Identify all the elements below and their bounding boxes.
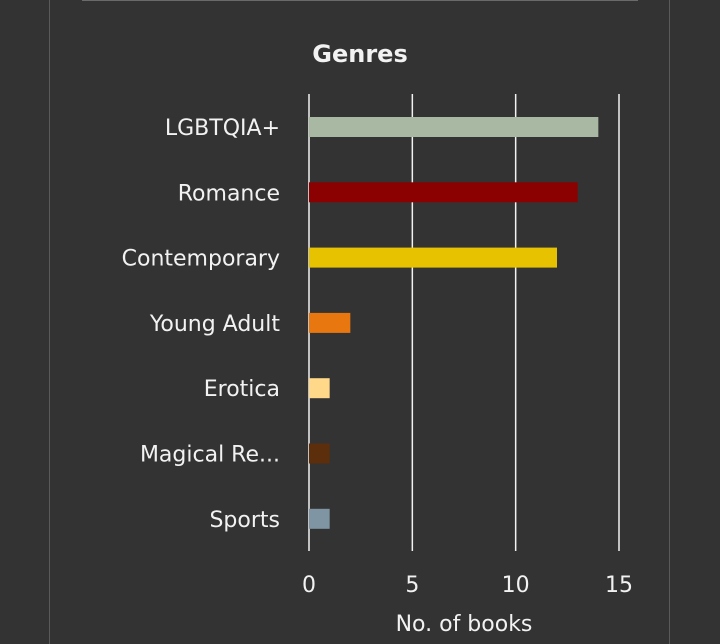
x-tick-label-10: 10: [502, 573, 530, 598]
bars: [309, 117, 599, 529]
gridlines: [308, 94, 620, 551]
bar-3: [309, 312, 351, 333]
category-label-5: Magical Re...: [140, 443, 280, 468]
bar-0: [309, 117, 599, 137]
category-label-1: Romance: [178, 181, 280, 206]
bar-2: [309, 247, 557, 268]
category-labels: LGBTQIA+ Romance Contemporary Young Adult Er…: [122, 116, 281, 533]
category-label-0: LGBTQIA+: [165, 116, 280, 141]
bar-5: [309, 443, 330, 464]
panel-divider: [82, 0, 638, 1]
category-label-4: Erotica: [204, 377, 280, 402]
x-tick-labels: 0 5 10 15: [302, 573, 633, 598]
x-tick-label-0: 0: [302, 573, 316, 598]
category-label-3: Young Adult: [149, 312, 281, 337]
category-label-6: Sports: [209, 508, 280, 533]
x-axis-title: No. of books: [396, 612, 533, 637]
x-tick-label-15: 15: [605, 573, 633, 598]
bar-4: [309, 378, 330, 399]
chart-title: Genres: [312, 40, 407, 68]
category-label-2: Contemporary: [122, 247, 280, 272]
chart-panel: [49, 0, 670, 644]
bar-6: [309, 508, 330, 529]
x-tick-label-5: 5: [405, 573, 419, 598]
bar-1: [309, 182, 578, 203]
